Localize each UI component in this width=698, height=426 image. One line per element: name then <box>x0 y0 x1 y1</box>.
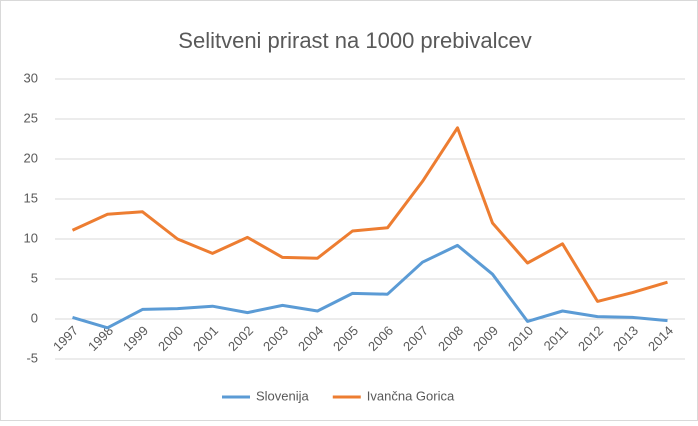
y-tick-label: 25 <box>24 110 38 125</box>
legend-label: Slovenija <box>256 388 310 403</box>
y-tick-label: 15 <box>24 190 38 205</box>
line-series <box>72 243 668 330</box>
y-tick-label: 10 <box>24 230 38 245</box>
y-tick-label: 5 <box>31 270 38 285</box>
y-tick-label: 20 <box>24 150 38 165</box>
line-series <box>71 126 668 303</box>
chart-title: Selitveni prirast na 1000 prebivalcev <box>178 28 531 53</box>
legend-label: Ivančna Gorica <box>367 388 455 403</box>
y-tick-label: -5 <box>26 350 38 365</box>
y-tick-label: 0 <box>31 310 38 325</box>
y-tick-label: 30 <box>24 70 38 85</box>
